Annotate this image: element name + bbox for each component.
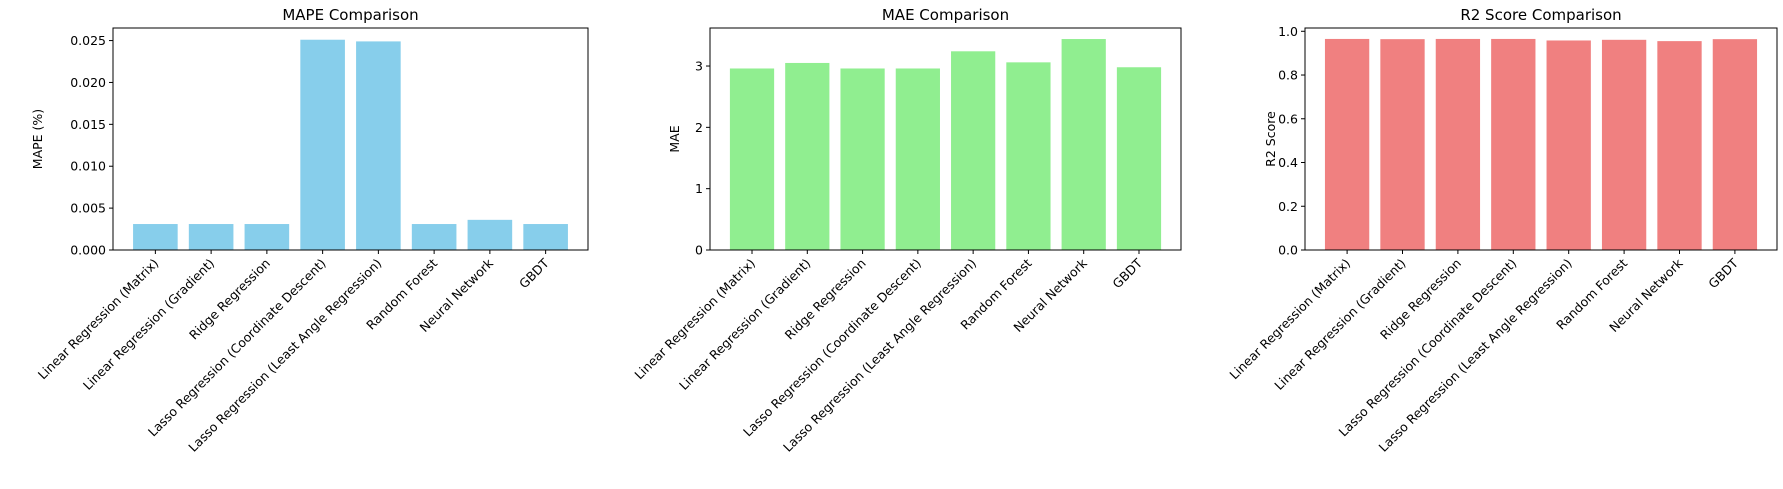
bar (1657, 41, 1702, 251)
axes-frame (709, 27, 1182, 251)
y-tick-label: 0.000 (70, 243, 106, 258)
bar (133, 224, 178, 250)
bar (1601, 39, 1647, 251)
bar (1435, 38, 1481, 250)
y-tick-label: 0.005 (70, 201, 106, 216)
bar (244, 224, 290, 250)
bar (467, 219, 513, 250)
bar (1061, 39, 1106, 250)
y-axis-label: MAE (667, 125, 682, 152)
bar (1006, 62, 1051, 251)
axes-frame (112, 27, 589, 251)
bar (411, 224, 457, 250)
y-tick-label: 2 (695, 120, 703, 135)
bar (785, 62, 830, 251)
y-tick-label: 0.025 (70, 33, 106, 48)
y-tick-label: 0.020 (70, 75, 106, 90)
bar (1546, 40, 1591, 250)
bar (1712, 39, 1758, 251)
y-tick-label: 0.8 (1278, 68, 1298, 83)
bar (300, 39, 345, 251)
bar (356, 41, 401, 251)
bar (1324, 38, 1370, 250)
y-axis-label: MAPE (%) (30, 109, 45, 169)
bar (188, 224, 234, 250)
bar (840, 68, 885, 250)
bar (1116, 67, 1162, 250)
y-tick-label: 0.4 (1278, 155, 1298, 170)
bar (895, 68, 940, 250)
bar (1491, 38, 1536, 250)
bar (523, 224, 568, 250)
y-tick-label: 0 (695, 243, 703, 258)
y-tick-label: 0.015 (70, 117, 106, 132)
chart-title: MAE Comparison (882, 6, 1009, 24)
y-tick-label: 0.010 (70, 159, 106, 174)
y-tick-label: 1.0 (1278, 24, 1298, 39)
bar (951, 51, 996, 250)
y-tick-label: 1 (695, 181, 703, 196)
y-tick-label: 0.6 (1278, 111, 1298, 126)
bar (729, 68, 775, 250)
y-tick-label: 3 (695, 59, 703, 74)
chart-title: MAPE Comparison (282, 6, 418, 24)
axes-frame (1304, 27, 1778, 251)
y-axis-label: R2 Score (1263, 111, 1278, 167)
y-tick-label: 0.2 (1278, 199, 1298, 214)
bar (1380, 39, 1425, 251)
chart-title: R2 Score Comparison (1460, 6, 1621, 24)
y-tick-label: 0.0 (1278, 243, 1298, 258)
